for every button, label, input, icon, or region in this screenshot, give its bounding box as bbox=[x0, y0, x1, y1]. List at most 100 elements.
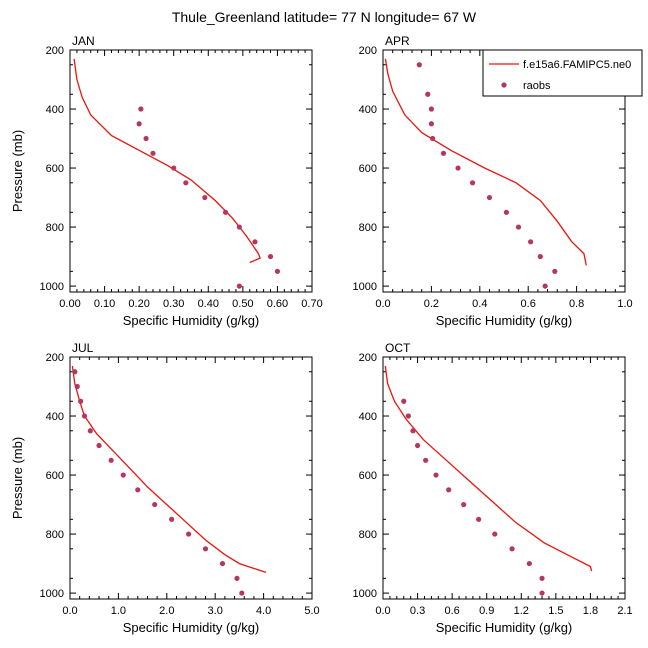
raobs-point bbox=[236, 224, 242, 230]
x-axis-label: Specific Humidity (g/kg) bbox=[436, 313, 573, 328]
raobs-point bbox=[202, 194, 208, 201]
x-tick-label: 0.9 bbox=[479, 605, 494, 617]
x-tick-label: 1.5 bbox=[548, 605, 563, 617]
raobs-point bbox=[108, 457, 114, 463]
raobs-point bbox=[503, 209, 510, 215]
x-tick-label: 0.60 bbox=[267, 298, 288, 310]
x-tick-label: 0.10 bbox=[94, 298, 115, 310]
legend-label: f.e15a6.FAMIPC5.ne0 bbox=[523, 59, 631, 71]
raobs-point bbox=[537, 253, 543, 260]
raobs-point bbox=[515, 224, 522, 230]
x-tick-label: 5.0 bbox=[304, 605, 319, 617]
raobs-point bbox=[539, 575, 545, 581]
y-tick-label: 1000 bbox=[40, 588, 64, 600]
y-tick-label: 200 bbox=[359, 45, 377, 57]
raobs-point bbox=[423, 457, 429, 463]
raobs-point bbox=[552, 268, 558, 274]
raobs-point bbox=[239, 590, 245, 596]
x-axis-label: Specific Humidity (g/kg) bbox=[123, 313, 260, 328]
raobs-point bbox=[446, 487, 452, 493]
y-tick-label: 600 bbox=[46, 470, 64, 482]
raobs-point bbox=[136, 121, 142, 127]
y-tick-label: 800 bbox=[359, 529, 377, 541]
raobs-point bbox=[222, 209, 229, 215]
x-tick-label: 0.4 bbox=[472, 298, 487, 310]
x-tick-label: 0.6 bbox=[444, 605, 459, 617]
raobs-point bbox=[542, 283, 548, 289]
y-tick-label: 400 bbox=[359, 104, 377, 116]
y-tick-label: 600 bbox=[46, 163, 64, 175]
x-tick-label: 0.0 bbox=[375, 298, 390, 310]
x-tick-label: 2.0 bbox=[159, 605, 174, 617]
x-tick-label: 4.0 bbox=[256, 605, 271, 617]
panel-label: JUL bbox=[72, 341, 94, 355]
y-tick-label: 800 bbox=[46, 222, 64, 234]
raobs-point bbox=[74, 383, 80, 390]
raobs-point bbox=[433, 472, 439, 478]
raobs-point bbox=[120, 472, 126, 478]
raobs-point bbox=[234, 575, 240, 581]
raobs-point bbox=[526, 560, 532, 567]
raobs-point bbox=[236, 283, 242, 289]
legend-box bbox=[482, 49, 643, 97]
x-tick-label: 1.8 bbox=[583, 605, 598, 617]
plot-frame bbox=[69, 49, 313, 293]
raobs-point bbox=[143, 135, 149, 142]
raobs-point bbox=[81, 413, 88, 419]
legend-marker-swatch bbox=[501, 82, 507, 88]
y-tick-label: 200 bbox=[46, 352, 64, 364]
raobs-point bbox=[528, 239, 534, 245]
raobs-point bbox=[185, 531, 192, 537]
panel-label: JAN bbox=[72, 34, 95, 48]
x-tick-label: 0.3 bbox=[410, 605, 425, 617]
raobs-point bbox=[135, 487, 141, 493]
raobs-point bbox=[171, 165, 177, 171]
raobs-point bbox=[202, 546, 209, 552]
y-tick-label: 800 bbox=[46, 529, 64, 541]
raobs-point bbox=[539, 590, 545, 596]
raobs-point bbox=[410, 428, 416, 434]
x-tick-label: 0.00 bbox=[59, 298, 80, 310]
raobs-point bbox=[440, 150, 447, 156]
raobs-point bbox=[78, 398, 84, 404]
figure-title: Thule_Greenland latitude= 77 N longitude… bbox=[172, 9, 477, 25]
y-axis-label: Pressure (mb) bbox=[10, 130, 25, 212]
x-axis-label: Specific Humidity (g/kg) bbox=[123, 620, 260, 635]
raobs-point bbox=[183, 180, 189, 186]
y-tick-label: 1000 bbox=[353, 281, 377, 293]
panel-jul: JUL 0.0 1.0 2.0 3.0 4.0 5.0 200 400 600 800 1000 Spe… bbox=[10, 341, 320, 635]
raobs-point bbox=[455, 165, 461, 171]
panel-jan: JAN 0.00 0.10 0.20 0.30 0.40 0.50 0.60 0.70 200 40… bbox=[10, 34, 323, 328]
raobs-point bbox=[414, 442, 421, 449]
raobs-point bbox=[492, 531, 498, 537]
legend: f.e15a6.FAMIPC5.ne0 raobs bbox=[482, 49, 643, 97]
raobs-point bbox=[150, 150, 156, 156]
raobs-point bbox=[169, 516, 175, 522]
x-tick-label: 0.0 bbox=[62, 605, 77, 617]
x-tick-label: 0.70 bbox=[301, 298, 322, 310]
raobs-point bbox=[428, 106, 434, 112]
x-tick-label: 0.50 bbox=[232, 298, 253, 310]
raobs-point bbox=[476, 516, 482, 522]
x-tick-label: 1.0 bbox=[111, 605, 126, 617]
x-tick-label: 3.0 bbox=[208, 605, 223, 617]
raobs-point bbox=[416, 62, 422, 68]
y-axis-label: Pressure (mb) bbox=[10, 437, 25, 519]
series-model-line bbox=[384, 58, 587, 266]
series-model-line bbox=[384, 365, 593, 572]
y-tick-label: 200 bbox=[359, 352, 377, 364]
x-tick-label: 0.20 bbox=[128, 298, 149, 310]
x-tick-label: 0.40 bbox=[198, 298, 219, 310]
raobs-point bbox=[72, 369, 78, 375]
x-axis-label: Specific Humidity (g/kg) bbox=[436, 620, 573, 635]
raobs-point bbox=[509, 546, 515, 552]
y-tick-label: 600 bbox=[359, 163, 377, 175]
raobs-point bbox=[96, 442, 102, 449]
y-tick-label: 400 bbox=[46, 104, 64, 116]
x-tick-label: 2.1 bbox=[617, 605, 632, 617]
y-tick-label: 400 bbox=[359, 411, 377, 423]
raobs-point bbox=[138, 106, 144, 112]
y-tick-label: 800 bbox=[359, 222, 377, 234]
x-tick-label: 1.0 bbox=[617, 298, 632, 310]
